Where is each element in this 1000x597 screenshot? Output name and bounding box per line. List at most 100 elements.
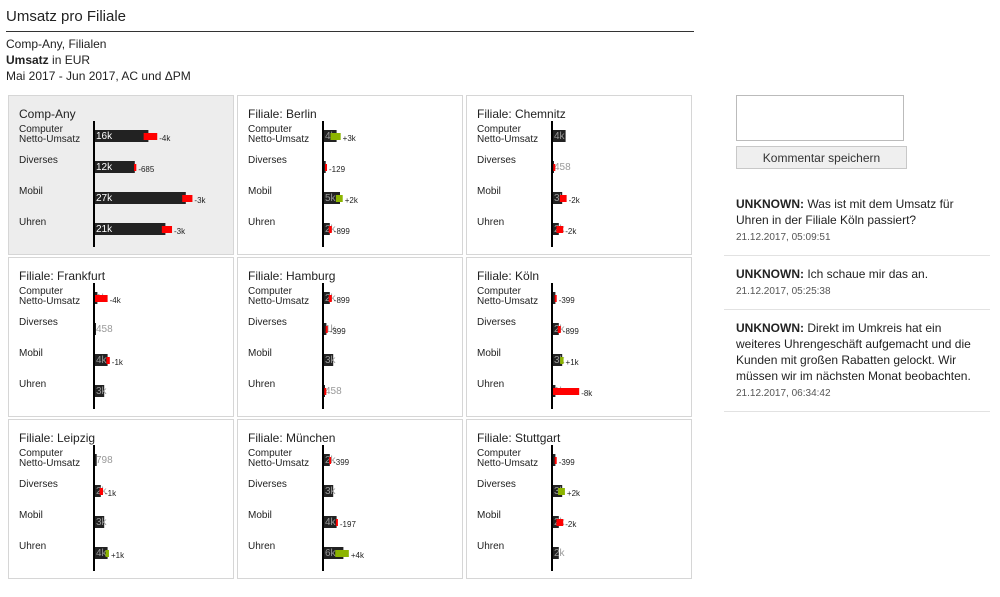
delta-bar bbox=[330, 133, 341, 140]
category-label: Uhren bbox=[477, 217, 504, 228]
category-label: Uhren bbox=[19, 217, 46, 228]
delta-label: -399 bbox=[559, 296, 576, 305]
delta-label: -899 bbox=[334, 227, 351, 236]
chart-panel-filiale-berlin[interactable]: Filiale: Berlin Computer Netto-Umsatz 4k +3k… bbox=[237, 95, 463, 255]
delta-bar bbox=[99, 488, 104, 495]
comment-timestamp: 21.12.2017, 06:34:42 bbox=[736, 388, 831, 399]
comment-timestamp: 21.12.2017, 05:09:51 bbox=[736, 232, 831, 243]
delta-label: -197 bbox=[340, 520, 357, 529]
value-bar bbox=[552, 485, 563, 497]
chart-panel-filiale-chemnitz[interactable]: Filiale: Chemnitz Computer Netto-Umsatz 4k D… bbox=[466, 95, 692, 255]
delta-label: -3k bbox=[174, 227, 186, 236]
chart-panel-filiale-m-nchen[interactable]: Filiale: MünchenComputerNetto-Umsatz2k-3… bbox=[237, 419, 463, 579]
value-bar bbox=[94, 454, 97, 466]
delta-label: -2k bbox=[569, 196, 581, 205]
chart-panel-filiale-stuttgart[interactable]: Filiale: Stuttgart Computer Netto-Umsatz -3… bbox=[466, 419, 692, 579]
value-label: 1k bbox=[325, 324, 337, 335]
delta-bar bbox=[105, 550, 109, 557]
value-label: 4k bbox=[554, 131, 566, 142]
report-title: Umsatz pro Filiale bbox=[6, 8, 127, 25]
value-label: 3k bbox=[96, 517, 108, 528]
comment-item: UNKNOWN: Ich schaue mir das an. 21.12.20… bbox=[724, 256, 990, 310]
value-bar bbox=[323, 161, 326, 173]
comment-input[interactable] bbox=[736, 95, 904, 141]
delta-bar bbox=[143, 133, 158, 140]
comment-author: UNKNOWN: bbox=[736, 267, 804, 281]
delta-bar bbox=[335, 195, 343, 202]
value-bar bbox=[94, 516, 105, 528]
category-label: Mobil bbox=[19, 348, 43, 359]
category-label: Uhren bbox=[248, 541, 275, 552]
category-label: Netto-Umsatz bbox=[477, 134, 538, 145]
category-label: Computer bbox=[248, 124, 293, 135]
delta-label: -399 bbox=[559, 458, 576, 467]
value-label: 458 bbox=[325, 386, 342, 397]
delta-label: -129 bbox=[329, 165, 346, 174]
category-label: Mobil bbox=[19, 510, 43, 521]
delta-label: -2k bbox=[565, 520, 577, 529]
bar-chart: ComputerNetto-Umsatz798Diverses2k-1kMobi… bbox=[19, 445, 125, 571]
chart-panel-comp-any[interactable]: Comp-Any Computer Netto-Umsatz 16k -4k Divers… bbox=[8, 95, 234, 255]
chart-panel-filiale-leipzig[interactable]: Filiale: Leipzig Computer Netto-Umsatz 798 D… bbox=[8, 419, 234, 579]
comment-item: UNKNOWN: Direkt im Umkreis hat ein weite… bbox=[724, 310, 990, 412]
value-bar bbox=[323, 223, 330, 235]
delta-label: -4k bbox=[110, 296, 122, 305]
bar-chart: ComputerNetto-Umsatz1k-4kDiverses458Mobi… bbox=[19, 283, 124, 409]
bar-chart: ComputerNetto-Umsatz-399Diverses3k+2kMob… bbox=[477, 445, 581, 571]
delta-bar bbox=[558, 488, 565, 495]
delta-bar bbox=[560, 357, 564, 364]
category-label: Mobil bbox=[19, 186, 43, 197]
chart-panel-filiale-k-ln[interactable]: Filiale: Köln Computer Netto-Umsatz -399 Div… bbox=[466, 257, 692, 417]
small-multiples-grid: Comp-Any Computer Netto-Umsatz 16k -4k Divers… bbox=[8, 95, 694, 585]
delta-bar bbox=[133, 164, 137, 171]
delta-bar bbox=[325, 326, 328, 333]
category-label: Netto-Umsatz bbox=[19, 296, 80, 307]
delta-bar bbox=[559, 195, 567, 202]
title-divider bbox=[6, 31, 694, 32]
category-label: Diverses bbox=[19, 317, 58, 328]
delta-bar bbox=[553, 164, 556, 171]
value-label: 4k bbox=[96, 355, 108, 366]
delta-bar bbox=[325, 164, 328, 171]
delta-label: -1k bbox=[112, 358, 124, 367]
chart-panel-filiale-hamburg[interactable]: Filiale: HamburgComputerNetto-Umsatz2k-8… bbox=[237, 257, 463, 417]
value-label: 4k bbox=[325, 517, 337, 528]
delta-bar bbox=[335, 519, 338, 526]
category-label: Mobil bbox=[248, 510, 272, 521]
category-label: Netto-Umsatz bbox=[19, 134, 80, 145]
value-bar bbox=[552, 130, 566, 142]
category-label: Netto-Umsatz bbox=[248, 134, 309, 145]
delta-bar bbox=[328, 295, 332, 302]
chart-panel-filiale-frankfurt[interactable]: Filiale: FrankfurtComputerNetto-Umsatz1k… bbox=[8, 257, 234, 417]
chart-panel-title: Filiale: Köln bbox=[477, 269, 540, 283]
value-label: 798 bbox=[96, 455, 113, 466]
delta-bar bbox=[552, 388, 580, 395]
comment-timestamp: 21.12.2017, 05:25:38 bbox=[736, 286, 831, 297]
value-bar bbox=[94, 547, 108, 559]
category-label: Diverses bbox=[19, 155, 58, 166]
category-label: Uhren bbox=[477, 541, 504, 552]
delta-bar bbox=[335, 550, 349, 557]
category-label: Netto-Umsatz bbox=[248, 296, 309, 307]
category-label: Uhren bbox=[248, 217, 275, 228]
category-label: Uhren bbox=[19, 379, 46, 390]
value-bar bbox=[323, 516, 337, 528]
delta-label: +2k bbox=[345, 196, 359, 205]
value-bar bbox=[552, 354, 563, 366]
delta-label: -899 bbox=[563, 327, 580, 336]
category-label: Mobil bbox=[477, 510, 501, 521]
delta-bar bbox=[324, 388, 327, 395]
category-label: Diverses bbox=[19, 479, 58, 490]
save-comment-button[interactable]: Kommentar speichern bbox=[736, 146, 907, 169]
comment-body: Direkt im Umkreis hat ein weiteres Uhren… bbox=[736, 321, 971, 383]
value-label: 458 bbox=[96, 324, 113, 335]
delta-bar bbox=[554, 457, 557, 464]
value-bar bbox=[94, 192, 186, 204]
chart-panel-title: Filiale: München bbox=[248, 431, 336, 445]
report-subtitle-period: Mai 2017 - Jun 2017, AC und ΔPM bbox=[6, 69, 191, 83]
bar-chart: ComputerNetto-Umsatz2k-399Diverses3kMobi… bbox=[248, 445, 365, 571]
category-label: Netto-Umsatz bbox=[477, 296, 538, 307]
comment-author: UNKNOWN: bbox=[736, 321, 804, 335]
